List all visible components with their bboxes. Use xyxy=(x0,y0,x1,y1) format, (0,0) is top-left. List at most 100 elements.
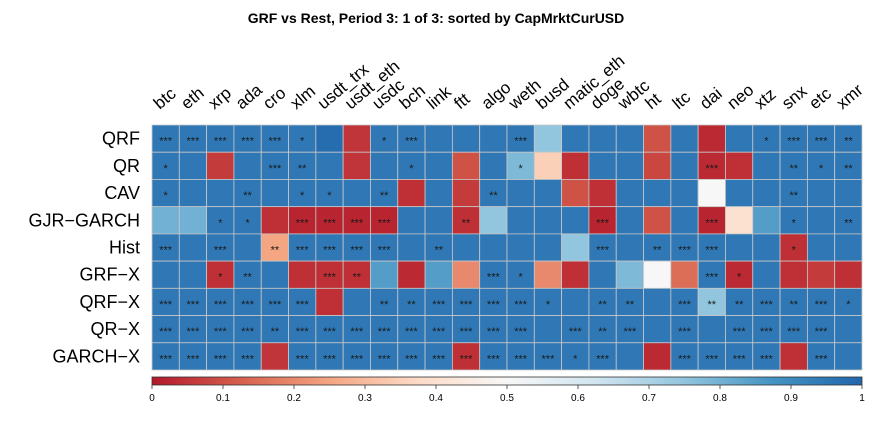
significance-stars: *** xyxy=(241,353,255,365)
heatmap-cell xyxy=(424,179,453,208)
significance-stars: *** xyxy=(760,299,774,311)
heatmap-cell xyxy=(588,206,617,235)
significance-stars: *** xyxy=(460,326,474,338)
significance-stars: *** xyxy=(596,353,610,365)
colorbar-tick-label: 0.6 xyxy=(571,393,585,404)
heatmap-cell xyxy=(643,206,672,235)
significance-stars: * xyxy=(819,163,824,175)
row-label: QR−X xyxy=(90,319,140,339)
significance-stars: *** xyxy=(159,245,173,257)
colorbar-tick-label: 1 xyxy=(859,393,865,404)
heatmap-cell xyxy=(451,260,481,289)
heatmap-cell xyxy=(725,206,754,235)
heatmap-cell xyxy=(670,151,699,180)
significance-stars: *** xyxy=(542,353,556,365)
heatmap-cell xyxy=(588,342,617,371)
significance-stars: ** xyxy=(407,299,416,311)
significance-stars: * xyxy=(327,190,332,202)
heatmap-cell xyxy=(506,260,535,289)
significance-stars: ** xyxy=(789,190,798,202)
heatmap-cell xyxy=(615,342,644,371)
heatmap-cell xyxy=(178,124,208,153)
heatmap-cell xyxy=(233,233,262,262)
significance-stars: ** xyxy=(653,245,662,257)
significance-stars: ** xyxy=(353,272,362,284)
column-label: xmr xyxy=(833,80,867,113)
heatmap-cell xyxy=(342,179,371,208)
heatmap-cell xyxy=(178,206,208,235)
significance-stars: *** xyxy=(760,326,774,338)
heatmap-cell xyxy=(588,315,617,344)
heatmap-cell xyxy=(288,342,317,371)
heatmap-cell xyxy=(806,233,836,262)
heatmap-cell xyxy=(342,206,371,235)
significance-stars: * xyxy=(409,163,414,175)
significance-stars: * xyxy=(218,272,223,284)
heatmap-cell xyxy=(506,233,535,262)
heatmap-cell xyxy=(834,315,863,344)
heatmap-cell xyxy=(451,233,481,262)
heatmap-cell xyxy=(697,315,726,344)
heatmap-cell xyxy=(370,233,399,262)
significance-stars: *** xyxy=(487,272,501,284)
column-label: btc xyxy=(150,84,180,113)
heatmap-cell xyxy=(178,342,208,371)
heatmap-cell xyxy=(288,287,317,316)
heatmap-cell xyxy=(178,260,208,289)
significance-stars: *** xyxy=(596,217,610,229)
heatmap-cell xyxy=(451,124,481,153)
significance-stars: *** xyxy=(378,245,392,257)
significance-stars: * xyxy=(300,136,305,148)
heatmap-cell xyxy=(806,342,836,371)
column-label: xrp xyxy=(205,83,235,113)
colorbar-tick-label: 0.7 xyxy=(642,393,656,404)
heatmap-cell xyxy=(697,151,726,180)
heatmap-cell xyxy=(451,315,481,344)
significance-stars: *** xyxy=(323,217,337,229)
heatmap-cell xyxy=(697,342,726,371)
heatmap-cell xyxy=(725,151,754,180)
column-labels: btcethxrpadacroxlmusdt_trxusdt_ethusdcbc… xyxy=(150,51,867,114)
significance-stars: ** xyxy=(271,245,280,257)
heatmap-cell xyxy=(151,287,180,316)
heatmap-cell xyxy=(643,151,672,180)
heatmap-cell xyxy=(834,260,863,289)
heatmap-cell xyxy=(260,260,289,289)
heatmap-cell xyxy=(479,342,508,371)
heatmap-cell xyxy=(288,179,317,208)
colorbar-tick-label: 0 xyxy=(149,393,155,404)
significance-stars: *** xyxy=(623,326,637,338)
heatmap-cell xyxy=(806,260,836,289)
heatmap-cell xyxy=(479,206,508,235)
significance-stars: ** xyxy=(708,299,717,311)
significance-stars: ** xyxy=(298,163,307,175)
heatmap-cell xyxy=(370,342,399,371)
significance-stars: *** xyxy=(241,299,255,311)
significance-stars: *** xyxy=(705,245,719,257)
heatmap-cell xyxy=(834,179,863,208)
heatmap-cell xyxy=(725,287,754,316)
heatmap-cell xyxy=(397,233,426,262)
heatmap-cell xyxy=(206,151,235,180)
significance-stars: ** xyxy=(844,163,853,175)
heatmap-cell xyxy=(561,342,590,371)
significance-stars: *** xyxy=(296,353,310,365)
significance-stars: *** xyxy=(678,326,692,338)
heatmap-cell xyxy=(206,179,235,208)
heatmap-cell xyxy=(643,287,672,316)
significance-stars: *** xyxy=(241,326,255,338)
heatmap-cell xyxy=(315,342,344,371)
significance-stars: ** xyxy=(844,217,853,229)
significance-stars: *** xyxy=(323,353,337,365)
significance-stars: *** xyxy=(705,272,719,284)
significance-stars: *** xyxy=(815,353,829,365)
significance-stars: *** xyxy=(678,353,692,365)
heatmap-cell xyxy=(697,179,726,208)
significance-stars: *** xyxy=(569,326,583,338)
significance-stars: *** xyxy=(705,353,719,365)
heatmap-cell xyxy=(397,124,426,153)
heatmap-cell xyxy=(342,315,371,344)
heatmap-cell xyxy=(151,342,180,371)
significance-stars: ** xyxy=(380,190,389,202)
significance-stars: *** xyxy=(460,353,474,365)
